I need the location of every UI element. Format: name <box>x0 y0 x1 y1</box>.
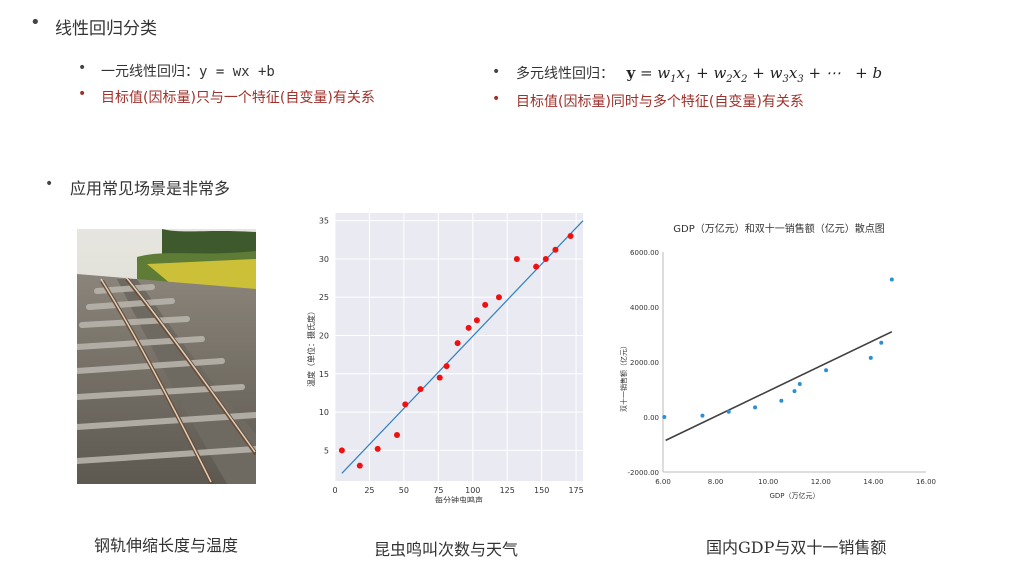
multi-regression-label: 多元线性回归： <box>516 66 614 82</box>
y-tick-label: 0.00 <box>643 414 659 422</box>
x-tick-label: 50 <box>399 486 409 495</box>
y-tick-label: 10 <box>319 408 329 417</box>
bullet: • <box>492 91 501 107</box>
y-tick-label: 35 <box>319 217 329 226</box>
bullet: • <box>30 12 41 33</box>
data-point <box>436 374 443 381</box>
y-tick-label: 2000.00 <box>630 359 659 367</box>
y-tick-label: 5 <box>324 446 329 455</box>
caption-rail: 钢轨伸缩长度与温度 <box>94 536 239 555</box>
x-tick-label: 14.00 <box>863 478 883 486</box>
data-point <box>879 340 884 345</box>
data-point <box>552 246 559 253</box>
data-point <box>495 294 502 301</box>
gdp-sales-chart: GDP（万亿元）和双十一销售额（亿元）散点图 6.00 8.00 10.00 12.0… <box>618 212 940 510</box>
data-point <box>513 255 520 262</box>
data-point <box>338 447 345 454</box>
y-tick-label: 30 <box>319 255 329 264</box>
data-point <box>868 355 873 360</box>
data-point <box>402 401 409 408</box>
simple-regression-formula: y = wx +b <box>199 64 275 80</box>
data-point <box>662 415 667 419</box>
y-tick-label: 25 <box>319 293 329 302</box>
data-point <box>473 317 480 324</box>
bullet: • <box>78 60 87 76</box>
bullet: • <box>78 86 87 102</box>
data-point <box>454 340 461 347</box>
data-point <box>533 263 540 270</box>
x-tick-label: 12.00 <box>811 478 831 486</box>
bullet: • <box>492 64 501 80</box>
multi-regression-formula: y = w1x1 + w2x2 + w3x3 + ⋯ + b <box>626 64 883 85</box>
simple-regression-line: 一元线性回归：y = wx +b <box>101 61 275 81</box>
y-tick-label: -2000.00 <box>628 469 659 477</box>
regression-line <box>665 331 893 442</box>
x-tick-label: 125 <box>500 486 515 495</box>
data-point <box>753 405 758 410</box>
data-point <box>374 445 381 452</box>
x-tick-label: 150 <box>534 486 549 495</box>
rail-track-photo <box>77 229 256 484</box>
x-tick-label: 25 <box>364 486 374 495</box>
y-tick-label: 15 <box>319 370 329 379</box>
data-point <box>726 409 731 414</box>
data-point <box>889 277 894 282</box>
x-tick-label: 0 <box>332 486 337 495</box>
data-point <box>797 382 802 386</box>
y-tick-label: 4000.00 <box>630 304 659 312</box>
x-tick-label: 10.00 <box>758 478 778 486</box>
caption-gdp: 国内GDP与双十一销售额 <box>706 538 887 557</box>
x-tick-label: 75 <box>433 486 443 495</box>
multi-regression-desc: 目标值(因标量)同时与多个特征(自变量)有关系 <box>516 94 804 110</box>
data-point <box>482 301 489 308</box>
simple-regression-desc: 目标值(因标量)只与一个特征(自变量)有关系 <box>101 90 375 106</box>
x-tick-label: 16.00 <box>916 478 936 486</box>
data-point <box>443 363 450 370</box>
multi-regression-line: 多元线性回归： y = w1x1 + w2x2 + w3x3 + ⋯ + b <box>516 63 882 85</box>
x-tick-label: 8.00 <box>708 478 724 486</box>
section-title-2: 应用常见场景是非常多 <box>70 179 231 198</box>
data-point <box>542 255 549 262</box>
regression-line <box>341 220 584 474</box>
data-point <box>394 432 400 439</box>
chart-title: GDP（万亿元）和双十一销售额（亿元）散点图 <box>673 222 884 235</box>
section-title: 线性回归分类 <box>55 19 157 39</box>
data-point <box>465 324 472 331</box>
data-point <box>356 462 363 469</box>
x-tick-label: 175 <box>568 486 583 495</box>
data-point <box>824 368 829 373</box>
bullet: • <box>45 176 54 192</box>
x-axis-label: 每分钟虫鸣声 <box>435 495 483 503</box>
y-axis-label: 温度（单位：摄氏度） <box>306 307 316 387</box>
y-axis-label: 双十一销售额（亿元） <box>619 342 628 412</box>
x-tick-label: 6.00 <box>655 478 671 486</box>
y-tick-label: 6000.00 <box>630 249 659 257</box>
x-axis-label: GDP（万亿元） <box>769 491 819 500</box>
data-point <box>792 389 797 394</box>
x-tick-label: 100 <box>465 486 480 495</box>
data-point <box>567 232 574 239</box>
data-point <box>417 386 424 393</box>
caption-cricket: 昆虫鸣叫次数与天气 <box>374 540 519 559</box>
y-tick-label: 20 <box>319 332 329 341</box>
data-point <box>779 398 784 403</box>
simple-regression-label: 一元线性回归： <box>101 64 199 80</box>
data-point <box>700 413 705 418</box>
